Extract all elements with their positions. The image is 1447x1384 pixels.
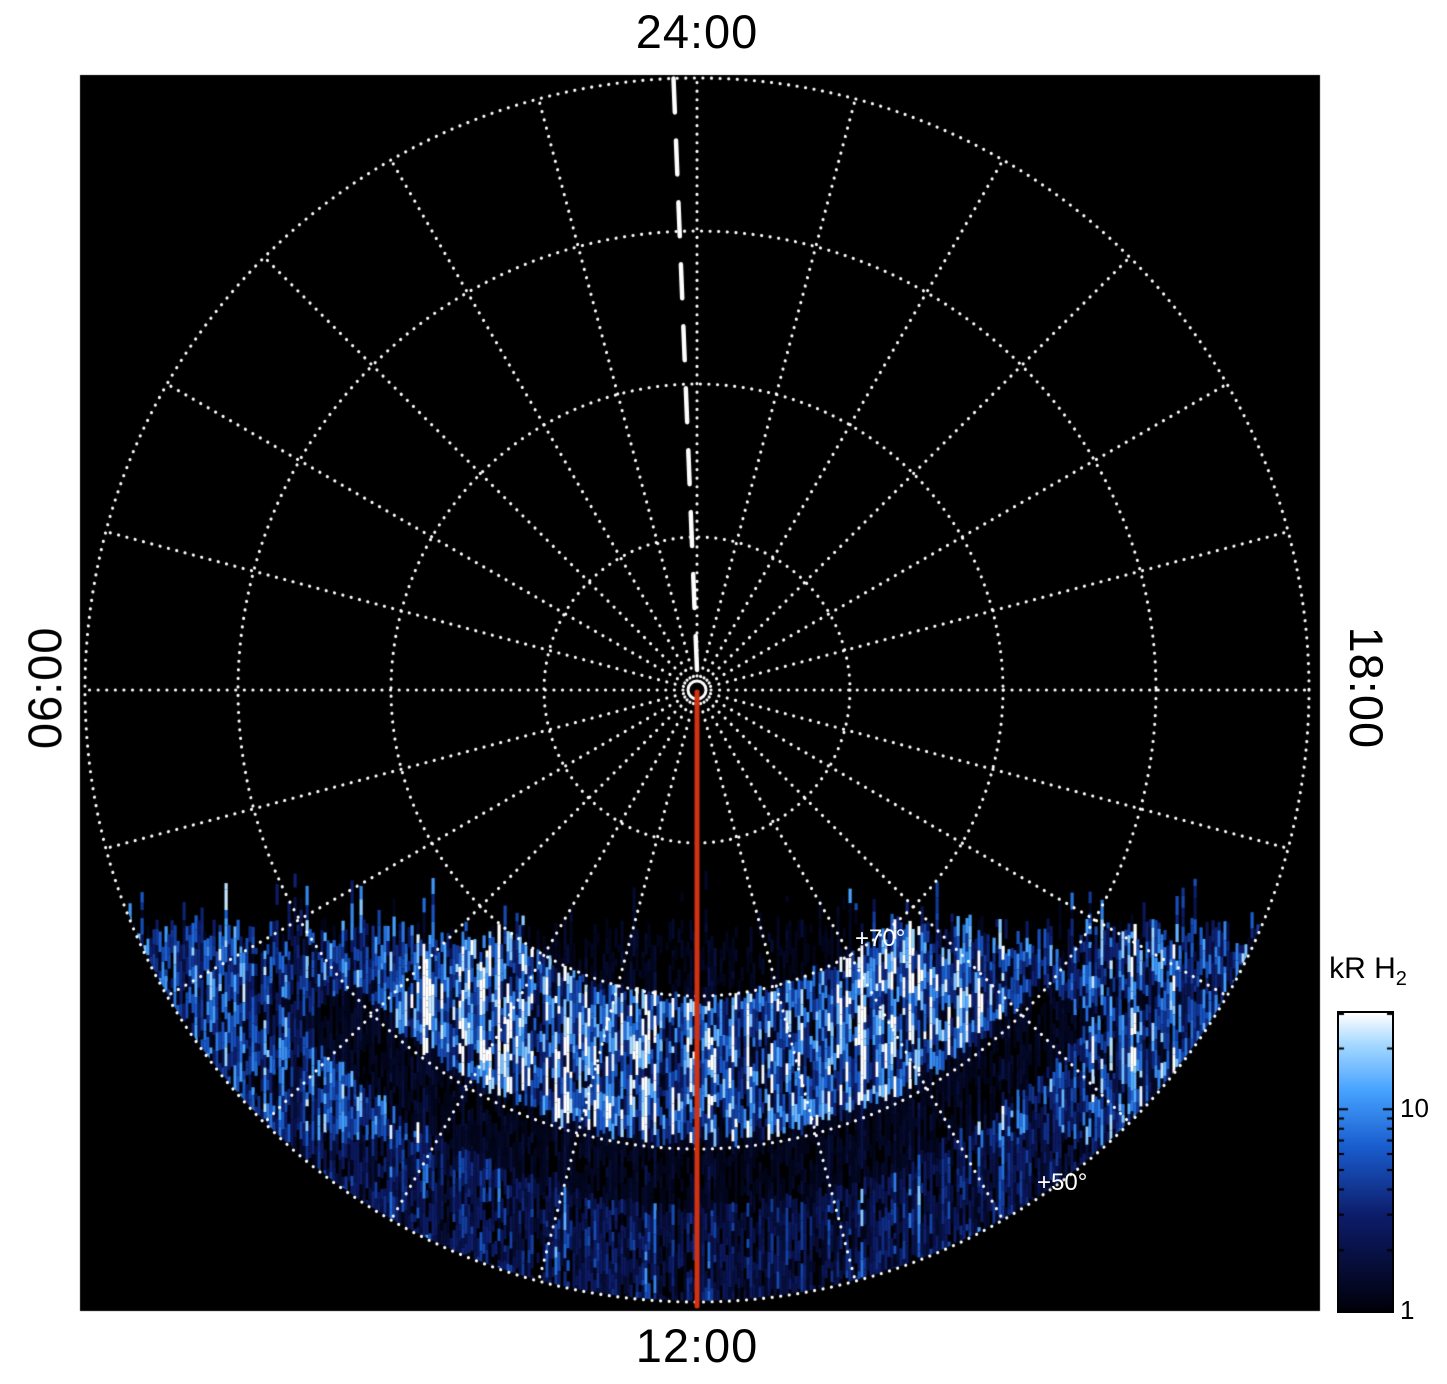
colorbar-title: kR H2 — [1312, 952, 1424, 991]
time-label-1800: 18:00 — [1339, 626, 1393, 750]
time-label-2400: 24:00 — [635, 5, 759, 58]
colorbar-title-subscript: 2 — [1395, 968, 1407, 990]
time-label-1200: 12:00 — [635, 1319, 759, 1372]
colorbar-title-main: kR H — [1329, 952, 1396, 985]
latitude-label-50: +50° — [1037, 1169, 1088, 1196]
colorbar-gradient — [1337, 1011, 1394, 1313]
latitude-label-70: +70° — [855, 925, 906, 952]
time-label-0600: 06:00 — [18, 626, 72, 750]
colorbar-tick-label-1: 1 — [1400, 1295, 1415, 1325]
colorbar-tick-label-10: 10 — [1400, 1093, 1429, 1123]
